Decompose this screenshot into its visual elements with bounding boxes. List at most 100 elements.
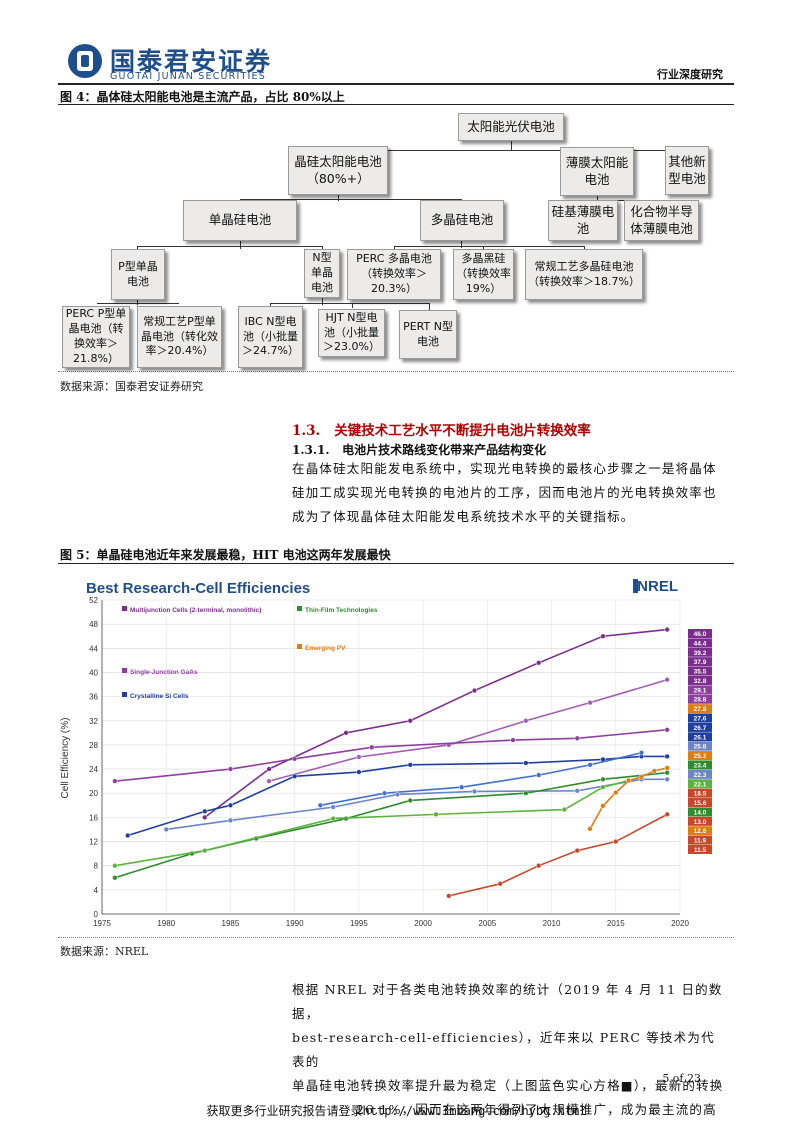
data-point: [369, 744, 375, 750]
record-label-badge: [688, 722, 712, 732]
legend-entry: Emerging PV: [305, 645, 346, 652]
nrel-logo-icon: [633, 579, 638, 593]
y-tick-label: 48: [89, 620, 98, 629]
data-point: [638, 774, 645, 780]
node-black-si-poly: 多晶黑硅（转换效率19%）: [453, 249, 514, 300]
record-label-badge: [688, 675, 712, 685]
record-label: 35.5: [694, 669, 707, 676]
data-point: [574, 735, 580, 741]
record-label-badge: [688, 741, 712, 751]
node-other-new: 其他新型电池: [665, 146, 709, 195]
legend-entry: Single-Junction GaAs: [130, 669, 198, 676]
data-point: [613, 789, 619, 796]
y-tick-label: 16: [89, 813, 98, 822]
x-tick-label: 2010: [543, 919, 561, 928]
record-label-badge: [688, 816, 712, 826]
x-tick-label: 2005: [478, 919, 496, 928]
record-labels: 46.0 44.4 39.2 37.9 35.5 32.8 29.1 28.8 27.8 27.6…: [688, 629, 712, 854]
record-label-badge: [688, 732, 712, 742]
subsection-number: 1.3.1.: [292, 443, 330, 457]
data-point: [625, 777, 632, 784]
legend-marker: [122, 606, 127, 611]
record-label: 22.1: [694, 781, 707, 788]
legend-marker: [297, 644, 302, 649]
data-point: [587, 826, 593, 832]
data-point: [407, 718, 413, 724]
data-point: [574, 788, 580, 794]
series-line: [320, 751, 642, 807]
data-point: [536, 660, 542, 666]
series-line: [448, 813, 668, 897]
footer-link[interactable]: 获取更多行业研究报告请登录http://www.3mbang.com/hybg.…: [206, 1104, 587, 1118]
y-tick-label: 0: [94, 910, 99, 919]
record-label: 37.9: [694, 659, 707, 666]
company-logo-icon: [68, 44, 102, 78]
record-label: 29.1: [694, 687, 707, 694]
record-label: 25.8: [694, 744, 707, 751]
x-tick-label: 1980: [157, 919, 175, 928]
subsection-heading: 1.3.1. 电池片技术路线变化带来产品结构变化: [292, 441, 546, 458]
data-point: [112, 778, 118, 784]
node-mono-si: 单晶硅电池: [183, 200, 297, 241]
data-point: [600, 776, 606, 782]
data-point: [330, 804, 336, 810]
data-point: [266, 766, 272, 772]
data-point: [664, 770, 670, 776]
data-point: [458, 784, 465, 790]
legend-marker: [297, 606, 302, 611]
x-tick-label: 2000: [414, 919, 432, 928]
y-tick-label: 52: [89, 596, 98, 605]
data-point: [202, 808, 208, 814]
figure5-source: 数据来源：NREL: [60, 945, 149, 958]
data-point: [407, 762, 413, 768]
section-number: 1.3.: [292, 423, 321, 439]
record-label-badge: [688, 751, 712, 761]
data-point: [638, 750, 645, 756]
data-point: [227, 817, 234, 824]
data-point: [664, 677, 670, 683]
data-point: [536, 863, 542, 869]
y-tick-label: 12: [89, 838, 98, 847]
data-point: [433, 811, 439, 818]
record-label: 39.2: [694, 650, 707, 657]
x-tick-label: 2020: [671, 919, 689, 928]
record-label-badge: [688, 685, 712, 695]
node-pert-n: PERT N型电池: [399, 310, 457, 359]
record-label: 22.3: [694, 772, 707, 779]
data-point: [356, 754, 362, 760]
y-tick-label: 36: [89, 693, 98, 702]
data-point: [112, 863, 118, 869]
y-tick-label: 4: [94, 886, 99, 895]
record-label: 26.1: [694, 734, 707, 741]
figure4-bottom-rule: [58, 371, 734, 372]
record-label: 46.0: [694, 631, 707, 638]
body-line: 单晶硅电池转换效率提升最为稳定（上图蓝色实心方格■），最新的转换: [292, 1078, 724, 1093]
record-label-badge: [688, 835, 712, 845]
x-tick-label: 2015: [607, 919, 625, 928]
record-label-badge: [688, 845, 712, 854]
node-solar-pv: 太阳能光伏电池: [458, 113, 564, 141]
figure5-title: 图 5：单晶硅电池近年来发展最稳，HIT 电池这两年发展最快: [60, 548, 391, 562]
data-point: [317, 802, 324, 808]
data-point: [664, 776, 670, 782]
x-tick-label: 1995: [350, 919, 368, 928]
y-tick-label: 20: [89, 789, 98, 798]
data-point: [292, 773, 298, 779]
record-label-badge: [688, 657, 712, 667]
company-name-cn: 国泰君安证券: [110, 47, 273, 76]
legend-marker: [122, 668, 127, 673]
data-point: [664, 765, 670, 771]
y-tick-label: 44: [89, 644, 98, 653]
y-axis-label: Cell Efficiency (%): [60, 718, 71, 799]
data-point: [163, 826, 169, 833]
record-label: 27.8: [694, 706, 707, 713]
record-label-badge: [688, 769, 712, 779]
data-point: [574, 847, 580, 854]
data-point: [600, 803, 606, 809]
node-thin-film: 薄膜太阳能电池: [560, 147, 634, 196]
legend-marker: [122, 692, 127, 697]
data-point: [343, 730, 349, 736]
series-line: [204, 628, 668, 819]
header-divider: [58, 83, 734, 85]
legend-entry: Crystalline Si Cells: [130, 693, 189, 700]
